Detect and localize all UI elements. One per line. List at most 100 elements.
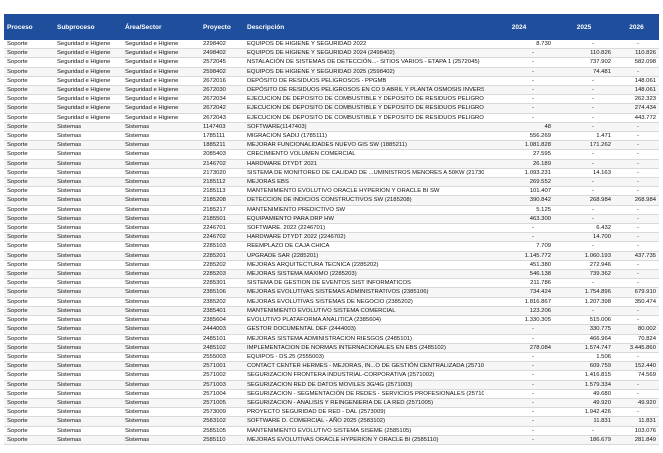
text-cell: Sistemas (54, 352, 122, 363)
text-cell: HARDWARE DTYDT 2021 (244, 159, 484, 169)
table-row: Soporte Sistemas Sistemas 2585105 MANTENIMIE… (4, 426, 659, 436)
amount-cell: 390.842 (484, 195, 554, 206)
amount-cell: 70.824 (614, 334, 659, 344)
text-cell: Sistemas (122, 389, 200, 399)
column-header: 2024 (484, 14, 554, 40)
text-cell: Sistemas (54, 251, 122, 261)
amount-cell: 101.407 (484, 186, 554, 197)
text-cell: Sistemas (54, 297, 122, 307)
amount-cell: 1.145.772 (484, 251, 554, 261)
text-cell: 2572045 (200, 57, 244, 68)
amount-cell: - (614, 168, 659, 179)
text-cell: UPGRADE SAR (2285201) (244, 251, 484, 261)
amount-cell: 152.440 (614, 361, 659, 372)
text-cell: Sistemas (122, 287, 200, 298)
amount-cell: - (484, 223, 554, 234)
text-cell: Seguridad e Higiene (54, 85, 122, 96)
amount-cell: 1.060.193 (554, 251, 614, 261)
text-cell: Sistemas (54, 343, 122, 353)
text-cell: Sistemas (122, 370, 200, 381)
table-row: Soporte Sistemas Sistemas 2185112 MEJORAS EB… (4, 177, 659, 188)
amount-cell: - (554, 241, 614, 252)
text-cell: Soporte (4, 278, 54, 289)
amount-cell: - (484, 361, 554, 372)
text-cell: Sistemas (54, 278, 122, 289)
amount-cell: - (614, 149, 659, 160)
amount-cell: 269.552 (484, 177, 554, 188)
text-cell: MEJORAS SISTEMA MAXIMO (2285203) (244, 269, 484, 280)
text-cell: Sistemas (54, 260, 122, 271)
amount-cell: - (614, 214, 659, 225)
text-cell: Sistemas (122, 149, 200, 160)
text-cell: 2185208 (200, 195, 244, 206)
text-cell: Sistemas (122, 426, 200, 436)
text-cell: Soporte (4, 67, 54, 77)
text-cell: 1885211 (200, 140, 244, 151)
amount-cell: - (484, 389, 554, 399)
amount-cell: 437.735 (614, 251, 659, 261)
text-cell: Sistemas (54, 361, 122, 372)
text-cell: 2444003 (200, 324, 244, 335)
amount-cell: 11.831 (554, 416, 614, 427)
amount-cell: - (554, 113, 614, 123)
text-cell: 2285202 (200, 260, 244, 271)
text-cell: Sistemas (122, 278, 200, 289)
text-cell: Sistemas (54, 287, 122, 298)
text-cell: Seguridad e Higiene (122, 57, 200, 68)
amount-cell: 1.816.867 (484, 297, 554, 307)
table-row: Soporte Sistemas Sistemas 2571004 SEGURIZACI… (4, 389, 659, 399)
text-cell: EJECUCION DE DEPOSITO DE COMBUSTIBLE Y D… (244, 103, 484, 114)
amount-cell: 1.754.896 (554, 287, 614, 298)
column-header: 2025 (554, 14, 614, 40)
table-row: Soporte Seguridad e Higiene Seguridad e Hi… (4, 94, 659, 105)
amount-cell: - (614, 232, 659, 243)
amount-cell: 110.826 (614, 48, 659, 59)
amount-cell: - (614, 140, 659, 151)
amount-cell: 11.831 (614, 416, 659, 427)
header-row: Proceso Subproceso Área/Sector Proyecto Desc… (4, 14, 659, 40)
text-cell: PROYECTO SEGURIDAD DE RED - DAL (2573009… (244, 407, 484, 418)
table-row: Soporte Sistemas Sistemas 1885211 MEJORAR FU… (4, 140, 659, 151)
amount-cell: - (614, 269, 659, 280)
amount-cell: 556.269 (484, 131, 554, 142)
text-cell: 2385604 (200, 315, 244, 326)
amount-cell: 8.730 (484, 40, 554, 50)
text-cell: Sistemas (122, 343, 200, 353)
amount-cell: 739.362 (554, 269, 614, 280)
text-cell: Soporte (4, 195, 54, 206)
amount-cell: 186.679 (554, 435, 614, 445)
text-cell: 2672016 (200, 76, 244, 87)
text-cell: Sistemas (122, 324, 200, 335)
text-cell: SEGURIZACION - ANALISIS Y REINGENIERIA D… (244, 398, 484, 409)
amount-cell: 103.076 (614, 426, 659, 436)
text-cell: Sistemas (54, 223, 122, 234)
text-cell: NSTALACIÓN DE SISTEMAS DE DETECCIÓN...- … (244, 57, 484, 68)
text-cell: Sistemas (122, 159, 200, 169)
text-cell: 2672043 (200, 113, 244, 123)
amount-cell: - (484, 370, 554, 381)
text-cell: Sistemas (54, 324, 122, 335)
amount-cell: - (614, 241, 659, 252)
amount-cell: - (614, 131, 659, 142)
amount-cell: 1.330.305 (484, 315, 554, 326)
text-cell: Soporte (4, 315, 54, 326)
column-header: Proyecto (200, 14, 244, 40)
text-cell: Soporte (4, 168, 54, 179)
text-cell: Sistemas (54, 205, 122, 215)
table-row: Soporte Sistemas Sistemas 2485101 MEJORAS SI… (4, 334, 659, 344)
amount-cell: - (614, 223, 659, 234)
text-cell: MEJORAS EVOLUTIVAS SISTEMAS DE NEGOCIO (… (244, 297, 484, 307)
amount-cell: - (484, 426, 554, 436)
text-cell: Sistemas (122, 122, 200, 133)
amount-cell: - (614, 186, 659, 197)
amount-cell: - (554, 214, 614, 225)
text-cell: Seguridad e Higiene (122, 85, 200, 96)
text-cell: 2672034 (200, 94, 244, 105)
table-container: Proceso Subproceso Área/Sector Proyecto Desc… (4, 14, 659, 445)
amount-cell: - (554, 76, 614, 87)
text-cell: Sistemas (54, 122, 122, 133)
text-cell: SEGURIZACION - SEGMENTACIÓN DE REDES - S… (244, 389, 484, 399)
amount-cell: - (614, 260, 659, 271)
table-row: Soporte Sistemas Sistemas 2146702 HARDWARE D… (4, 159, 659, 169)
text-cell: Sistemas (122, 407, 200, 418)
